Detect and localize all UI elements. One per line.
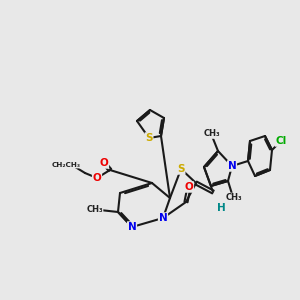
Text: N: N bbox=[228, 161, 236, 171]
Text: O: O bbox=[93, 173, 101, 183]
Text: N: N bbox=[159, 213, 167, 223]
Text: S: S bbox=[177, 164, 185, 174]
Text: CH₂CH₃: CH₂CH₃ bbox=[52, 162, 81, 168]
Text: Cl: Cl bbox=[275, 136, 286, 146]
Text: CH₃: CH₃ bbox=[86, 206, 103, 214]
Text: CH₃: CH₃ bbox=[204, 129, 220, 138]
Text: N: N bbox=[128, 222, 136, 232]
Text: S: S bbox=[145, 133, 153, 143]
Text: CH₃: CH₃ bbox=[225, 193, 242, 202]
Text: H: H bbox=[217, 203, 225, 213]
Text: O: O bbox=[100, 158, 108, 168]
Text: O: O bbox=[184, 182, 194, 192]
